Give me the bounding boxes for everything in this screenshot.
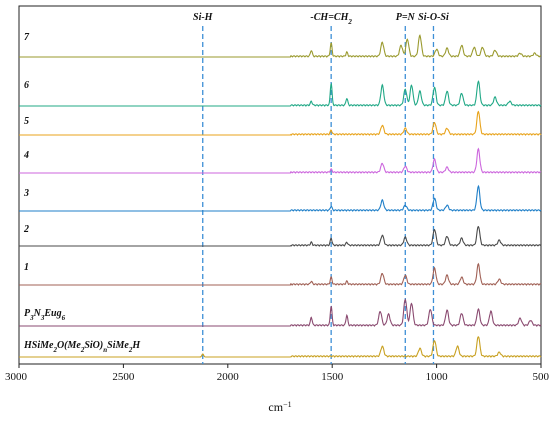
series-label-3: 4 [23,150,29,161]
spectrum-4 [19,184,542,212]
spectrum-5 [19,225,542,247]
series-label-0: 7 [24,32,30,43]
x-tick-label-4: 1000 [426,371,449,383]
series-label-6: 1 [24,262,29,273]
x-tick-label-5: 500 [533,371,550,383]
annotation-lines [202,26,435,364]
annotation-label-0: Si-H [193,12,214,23]
series-label-5: 2 [23,224,29,235]
series-label-4: 3 [23,188,29,199]
x-tick-label-0: 3000 [5,371,28,383]
series-label-1: 6 [24,80,29,91]
spectrum-7 [19,298,542,327]
annotation-label-2: P=N [396,12,416,23]
series-label-8: HSiMe2O(Me2SiO)nSiMe2H [23,340,141,354]
x-tick-label-1: 2500 [112,371,135,383]
x-tick-label-2: 2000 [217,371,240,383]
spectrum-1 [19,80,542,107]
annotation-labels: Si-H -CH=CH2 P=N Si-O-Si [193,12,449,26]
spectrum-6 [19,262,542,286]
annotation-label-1: -CH=CH2 [310,12,352,26]
series-label-2: 5 [24,116,29,127]
spectrum-3 [19,147,542,174]
spectrum-0 [19,34,541,58]
x-axis-ticks: 3000 2500 2000 1500 1000 500 [5,364,550,383]
annotation-label-3: Si-O-Si [418,12,449,23]
plot-frame [18,5,542,365]
series-labels: 7 6 5 4 3 2 1 P3N3Eug6 HSiMe2O(Me2SiO)nSiMe2H [23,32,141,354]
series-label-7: P3N3Eug6 [24,308,66,322]
spectrum-2 [19,110,542,136]
spectrum-8 [19,336,542,358]
x-tick-label-3: 1500 [321,371,344,383]
spectra-series [19,34,542,358]
x-axis-title: cm−1 [268,400,291,415]
